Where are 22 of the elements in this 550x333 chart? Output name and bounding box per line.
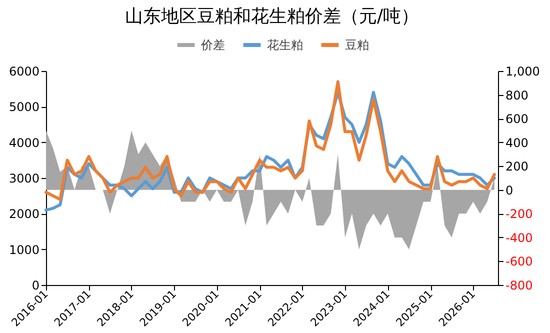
y2-tick-label: -600 <box>506 254 533 269</box>
y-tick-label: 5000 <box>8 100 40 114</box>
y-tick-label: 1000 <box>8 242 40 257</box>
line-series <box>44 80 496 201</box>
y2-tick-label: 200 <box>506 160 528 174</box>
y-tick-label: 4000 <box>8 136 40 150</box>
y2-tick-label: 800 <box>506 88 528 102</box>
legend-label: 价差 <box>200 38 225 52</box>
y-tick-label: 0 <box>32 278 40 292</box>
chart-title: 山东地区豆粕和花生粕价差（元/吨） <box>124 6 420 27</box>
legend-label: 豆粕 <box>345 38 369 52</box>
y-tick-label: 3000 <box>8 172 40 186</box>
y2-tick-label: -200 <box>506 207 533 222</box>
legend-label: 花生粕 <box>267 38 303 52</box>
y2-tick-label: 0 <box>506 183 514 198</box>
y2-tick-label: -400 <box>506 230 533 245</box>
y-tick-label: 2000 <box>8 207 40 222</box>
y2-tick-label: 600 <box>506 112 528 126</box>
y2-tick-label: 1,000 <box>506 64 540 78</box>
y2-tick-label: -800 <box>506 278 533 292</box>
y-tick-label: 6000 <box>8 64 40 78</box>
y2-tick-label: 400 <box>506 136 528 150</box>
